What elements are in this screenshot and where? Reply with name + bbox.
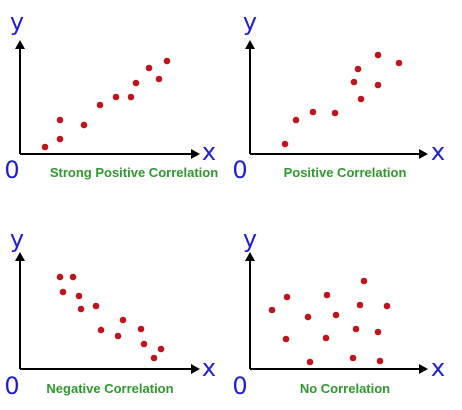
data-point — [304, 313, 312, 321]
y-axis-label: y — [10, 8, 24, 36]
data-point — [395, 59, 403, 67]
data-point — [163, 57, 171, 65]
data-point — [322, 334, 330, 342]
data-point — [323, 291, 331, 299]
data-point — [59, 288, 67, 296]
y-axis-arrowhead — [245, 40, 255, 49]
scatter-panel-3: y x 0 Negative Correlation — [4, 225, 216, 400]
data-point — [112, 93, 120, 101]
x-axis-arrowhead — [191, 149, 200, 159]
data-point — [77, 305, 85, 313]
y-axis-arrowhead — [245, 252, 255, 261]
data-point — [157, 345, 165, 353]
data-point — [309, 108, 317, 116]
data-point — [374, 328, 382, 336]
data-point — [282, 335, 290, 343]
origin-label: 0 — [4, 372, 19, 400]
data-point — [155, 75, 163, 83]
origin-label: 0 — [232, 372, 247, 400]
y-axis-label: y — [243, 8, 257, 36]
data-point — [349, 354, 357, 362]
data-point — [356, 301, 364, 309]
x-axis-arrowhead — [419, 149, 428, 159]
data-point — [292, 116, 300, 124]
data-point — [331, 109, 339, 117]
data-point — [360, 277, 368, 285]
data-point — [92, 302, 100, 310]
data-point — [352, 325, 360, 333]
scatter-panel-1: y x 0 Strong Positive Correlation — [4, 8, 218, 184]
data-point — [374, 51, 382, 59]
data-point — [132, 79, 140, 87]
x-axis-label: x — [202, 138, 216, 166]
data-point — [80, 121, 88, 129]
data-point — [56, 135, 64, 143]
data-point — [268, 306, 276, 314]
scatter-panel-2: y x 0 Positive Correlation — [232, 8, 445, 184]
chart-title: Negative Correlation — [46, 381, 173, 396]
data-point — [75, 292, 83, 300]
data-point — [332, 311, 340, 319]
y-axis-arrowhead — [15, 40, 25, 49]
x-axis-arrowhead — [419, 364, 428, 374]
chart-title: No Correlation — [300, 381, 390, 396]
data-point — [150, 354, 158, 362]
y-axis-label: y — [10, 225, 24, 253]
data-point — [283, 293, 291, 301]
data-point — [354, 65, 362, 73]
origin-label: 0 — [4, 156, 19, 184]
scatter-panel-4: y x 0 No Correlation — [232, 225, 445, 400]
data-point — [127, 93, 135, 101]
data-point — [376, 357, 384, 365]
data-point — [56, 273, 64, 281]
data-point — [281, 140, 289, 148]
data-point — [357, 95, 365, 103]
x-axis-label: x — [431, 138, 445, 166]
data-point — [350, 78, 358, 86]
chart-title: Strong Positive Correlation — [50, 165, 218, 180]
data-point — [145, 64, 153, 72]
origin-label: 0 — [232, 156, 247, 184]
data-point — [114, 332, 122, 340]
data-point — [374, 81, 382, 89]
data-point — [137, 325, 145, 333]
data-point — [56, 116, 64, 124]
y-axis-arrowhead — [15, 252, 25, 261]
x-axis-label: x — [202, 354, 216, 382]
data-point — [69, 273, 77, 281]
chart-title: Positive Correlation — [284, 165, 407, 180]
data-point — [383, 302, 391, 310]
y-axis-label: y — [243, 225, 257, 253]
data-point — [119, 316, 127, 324]
data-point — [306, 358, 314, 366]
data-point — [97, 326, 105, 334]
data-point — [41, 143, 49, 151]
x-axis-arrowhead — [191, 364, 200, 374]
data-point — [140, 340, 148, 348]
x-axis-label: x — [431, 354, 445, 382]
data-point — [96, 101, 104, 109]
